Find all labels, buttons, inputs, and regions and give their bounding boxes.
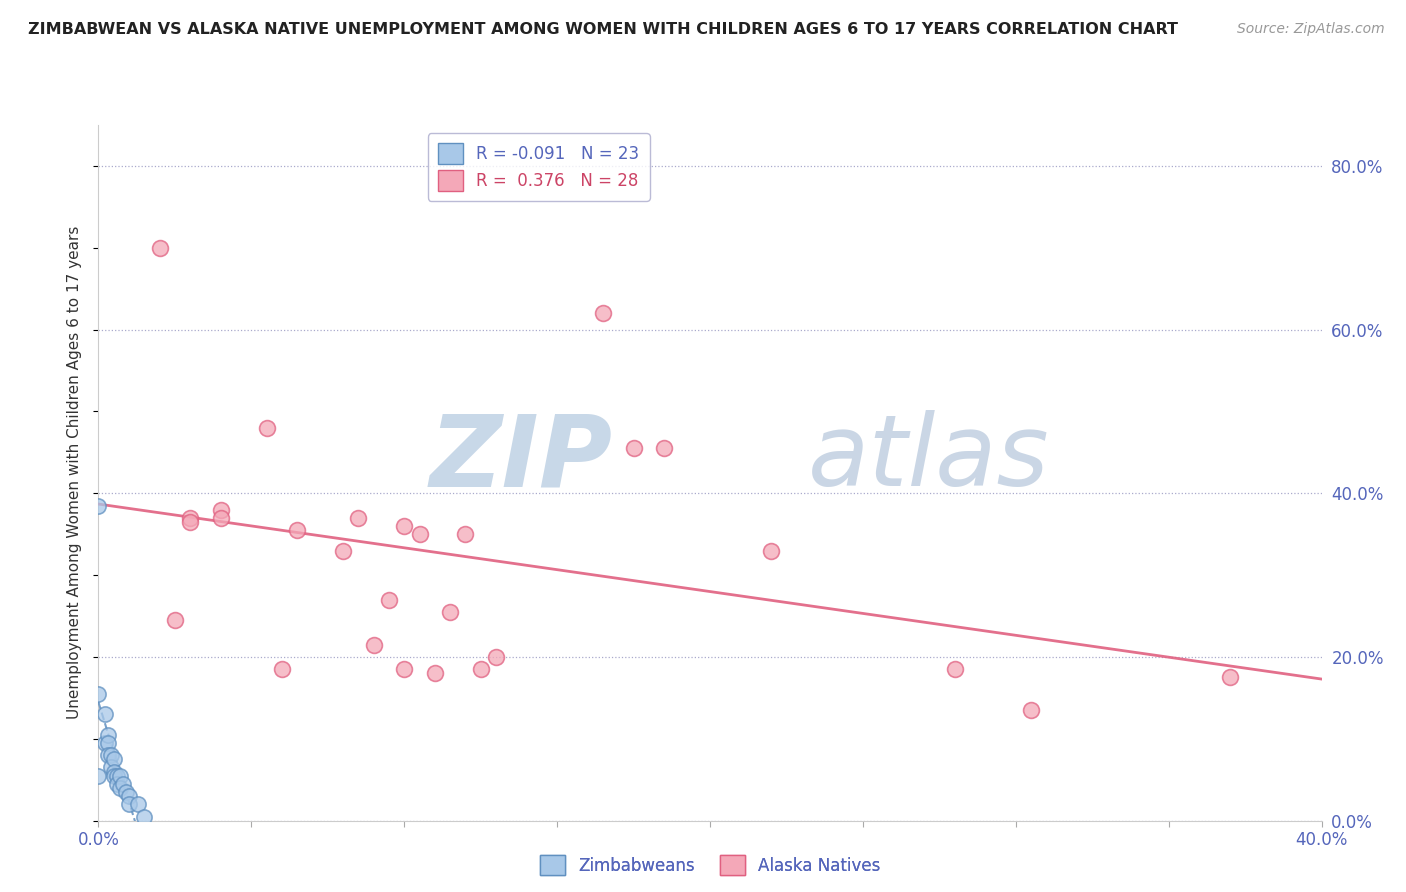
Point: [87, 687, 110, 701]
Point: [97, 748, 120, 763]
Point: [285, 523, 308, 537]
Point: [108, 769, 131, 783]
Point: [93, 736, 115, 750]
Point: [423, 666, 446, 681]
Point: [87, 499, 110, 513]
Point: [759, 543, 782, 558]
Point: [347, 510, 370, 524]
Point: [270, 662, 292, 676]
Point: [209, 502, 232, 516]
Point: [363, 638, 385, 652]
Point: [97, 728, 120, 742]
Point: [179, 510, 201, 524]
Text: atlas: atlas: [808, 410, 1049, 508]
Point: [118, 789, 141, 803]
Point: [1019, 703, 1042, 717]
Point: [378, 592, 401, 607]
Point: [108, 780, 131, 795]
Point: [485, 649, 508, 664]
Point: [209, 510, 232, 524]
Point: [163, 613, 186, 627]
Point: [103, 764, 125, 779]
Point: [149, 241, 172, 255]
Point: [408, 527, 430, 541]
Point: [623, 441, 645, 455]
Point: [103, 769, 125, 783]
Point: [392, 519, 416, 533]
Point: [100, 748, 122, 763]
Point: [105, 769, 128, 783]
Point: [1219, 670, 1241, 684]
Point: [87, 769, 110, 783]
Point: [127, 797, 149, 812]
Text: Source: ZipAtlas.com: Source: ZipAtlas.com: [1237, 22, 1385, 37]
Point: [115, 785, 138, 799]
Text: ZIP: ZIP: [429, 410, 612, 508]
Point: [103, 752, 125, 766]
Point: [134, 809, 156, 823]
Point: [592, 306, 614, 320]
Point: [105, 777, 128, 791]
Point: [97, 736, 120, 750]
Point: [100, 760, 122, 774]
Legend: Zimbabweans, Alaska Natives: Zimbabweans, Alaska Natives: [533, 848, 887, 882]
Point: [179, 515, 201, 529]
Point: [392, 662, 416, 676]
Point: [652, 441, 675, 455]
Point: [454, 527, 477, 541]
Point: [256, 421, 278, 435]
Point: [439, 605, 461, 619]
Point: [332, 543, 354, 558]
Text: ZIMBABWEAN VS ALASKA NATIVE UNEMPLOYMENT AMONG WOMEN WITH CHILDREN AGES 6 TO 17 : ZIMBABWEAN VS ALASKA NATIVE UNEMPLOYMENT…: [28, 22, 1178, 37]
Point: [111, 777, 134, 791]
Y-axis label: Unemployment Among Women with Children Ages 6 to 17 years: Unemployment Among Women with Children A…: [67, 226, 83, 720]
Point: [118, 797, 141, 812]
Point: [943, 662, 966, 676]
Point: [93, 707, 115, 722]
Point: [470, 662, 492, 676]
